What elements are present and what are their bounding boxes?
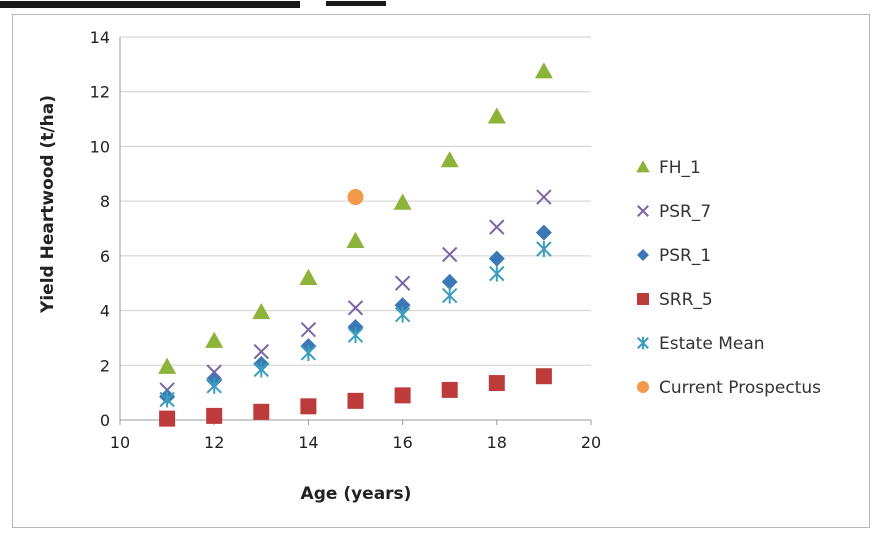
chart-frame: 10 12 14 16 18 20 0 2 4 6 8 10 12 14 Age (years) Yie… (12, 14, 870, 528)
legend-label-fh-1: FH_1 (659, 158, 701, 178)
point-fh-1 (252, 302, 271, 320)
y-axis-label: Yield Heartwood (t/ha) (38, 95, 58, 314)
y-tick-label: 2 (100, 356, 110, 375)
legend-label-psr-7: PSR_7 (659, 202, 711, 222)
point-estate-mean (441, 287, 458, 304)
point-estate-mean (347, 327, 364, 344)
legend-label-psr-1: PSR_1 (659, 246, 711, 266)
point-psr-7 (394, 275, 411, 291)
scatter-chart: 10 12 14 16 18 20 0 2 4 6 8 10 12 14 Age (years) Yie… (38, 28, 821, 504)
point-estate-mean (253, 361, 270, 378)
x-tick-labels: 10 12 14 16 18 20 (110, 433, 601, 452)
point-srr-5 (159, 410, 176, 427)
point-psr-7 (441, 246, 458, 263)
y-tick-label: 12 (90, 83, 110, 102)
point-srr-5 (394, 387, 411, 404)
y-tick-label: 4 (100, 302, 110, 321)
point-fh-1 (393, 193, 412, 210)
axes (119, 37, 592, 425)
point-estate-mean (300, 344, 317, 361)
point-fh-1 (440, 151, 459, 168)
x-tick-label: 18 (487, 433, 507, 452)
point-psr-1 (535, 224, 552, 241)
cropped-heading-fragment (0, 0, 882, 12)
point-psr-1 (394, 297, 411, 314)
data-points (158, 62, 553, 427)
point-srr-5 (441, 381, 458, 398)
point-fh-1 (534, 62, 553, 79)
legend-label-current-prospectus: Current Prospectus (659, 378, 821, 398)
point-fh-1 (487, 107, 506, 124)
point-srr-5 (488, 375, 505, 392)
legend-label-srr-5: SRR_5 (659, 290, 713, 310)
legend-marker-psr-7 (637, 205, 649, 217)
point-psr-7 (489, 219, 505, 235)
point-estate-mean (536, 241, 552, 258)
legend-marker-estate-mean (637, 336, 649, 350)
point-estate-mean (489, 265, 505, 282)
y-tick-label: 14 (90, 28, 110, 47)
y-tick-label: 10 (90, 137, 110, 156)
legend-marker-current-prospectus (637, 381, 649, 393)
point-psr-1 (441, 273, 458, 290)
x-tick-label: 12 (204, 433, 224, 452)
point-psr-1 (488, 250, 505, 267)
y-tick-labels: 0 2 4 6 8 10 12 14 (90, 28, 110, 430)
gridlines (120, 36, 591, 366)
point-estate-mean (159, 391, 175, 408)
point-srr-5 (300, 398, 317, 415)
x-tick-label: 20 (581, 433, 601, 452)
legend-label-estate-mean: Estate Mean (659, 334, 765, 354)
point-psr-7 (206, 364, 222, 380)
point-estate-mean (206, 377, 222, 394)
point-fh-1 (346, 231, 365, 249)
point-psr-7 (253, 343, 270, 360)
x-tick-label: 16 (392, 433, 412, 452)
legend-marker-fh-1 (636, 160, 650, 173)
point-fh-1 (158, 357, 177, 374)
x-axis-label: Age (years) (301, 484, 412, 504)
y-tick-label: 8 (100, 192, 110, 211)
x-tick-label: 14 (298, 433, 318, 452)
point-psr-7 (347, 300, 364, 316)
legend-marker-srr-5 (637, 293, 649, 305)
y-tick-label: 0 (100, 411, 110, 430)
point-srr-5 (535, 368, 552, 385)
point-estate-mean (394, 306, 411, 323)
point-srr-5 (253, 403, 270, 420)
point-fh-1 (205, 331, 224, 348)
point-srr-5 (347, 392, 364, 409)
point-current-prospectus (347, 189, 364, 206)
legend: FH_1 PSR_7 PSR_1 SRR_5 Estate Mean Current Pr… (636, 158, 821, 398)
x-tick-label: 10 (110, 433, 130, 452)
point-srr-5 (206, 407, 223, 424)
point-fh-1 (299, 268, 318, 285)
y-tick-label: 6 (100, 247, 110, 266)
legend-marker-psr-1 (637, 249, 649, 261)
point-psr-7 (536, 189, 552, 205)
point-psr-7 (300, 322, 317, 338)
